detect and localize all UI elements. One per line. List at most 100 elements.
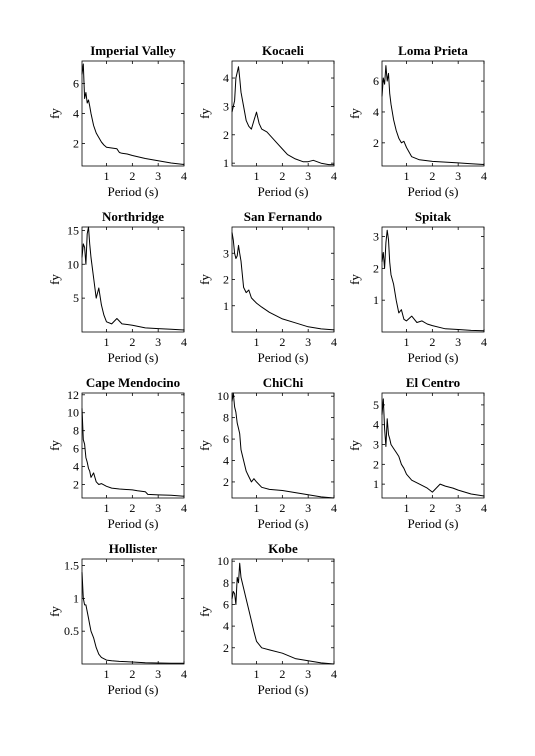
y-tick-label: 4 [223, 454, 229, 468]
x-tick-label: 3 [455, 501, 461, 515]
x-tick-label: 1 [404, 501, 410, 515]
y-axis-label: fy [47, 108, 62, 119]
y-tick-label: 4 [73, 107, 79, 121]
y-axis-label: fy [47, 274, 62, 285]
x-tick-label: 1 [254, 335, 260, 349]
subplot-4: 1 2 3 4 1 2 3 San Fernando Period (s) fy [197, 209, 337, 365]
x-tick-label: 3 [155, 667, 161, 681]
x-tick-label: 4 [181, 501, 187, 515]
x-tick-label: 4 [481, 169, 487, 183]
y-tick-label: 8 [223, 411, 229, 425]
axes-frame [381, 60, 485, 167]
x-tick-label: 2 [129, 667, 135, 681]
series-line [381, 398, 485, 497]
y-axis-label: fy [197, 440, 212, 451]
y-tick-label: 6 [73, 442, 79, 456]
x-tick-label: 3 [455, 169, 461, 183]
subplot-3: 1 2 3 4 5 10 15 Northridge Period (s) fy [47, 209, 187, 365]
x-tick-label: 2 [279, 667, 285, 681]
subplot-1: 1 2 3 4 1 2 3 4 Kocaeli Period (s) fy [197, 43, 337, 199]
y-axis-label: fy [47, 606, 62, 617]
x-tick-label: 4 [181, 667, 187, 681]
x-tick-label: 2 [279, 169, 285, 183]
x-tick-label: 4 [181, 335, 187, 349]
axes-frame [231, 226, 335, 333]
x-axis-label: Period (s) [108, 516, 159, 531]
x-axis-label: Period (s) [258, 516, 309, 531]
axes-frame [81, 558, 185, 665]
x-axis-label: Period (s) [258, 682, 309, 697]
x-axis-label: Period (s) [408, 184, 459, 199]
x-tick-label: 2 [429, 501, 435, 515]
y-axis-label: fy [197, 606, 212, 617]
y-tick-label: 6 [73, 77, 79, 91]
subplot-10: 1 2 3 4 2 4 6 8 10 Kobe Period (s) fy [197, 541, 337, 697]
x-axis-label: Period (s) [258, 350, 309, 365]
y-tick-label: 10 [67, 257, 79, 271]
x-axis-label: Period (s) [108, 682, 159, 697]
y-tick-label: 4 [73, 460, 79, 474]
y-tick-label: 2 [73, 478, 79, 492]
subplot-title: El Centro [406, 375, 460, 390]
x-axis-label: Period (s) [408, 350, 459, 365]
subplot-title: San Fernando [244, 209, 322, 224]
y-tick-label: 2 [223, 273, 229, 287]
x-tick-label: 2 [429, 169, 435, 183]
x-axis-label: Period (s) [408, 516, 459, 531]
series-line [231, 392, 335, 499]
series-line [81, 226, 185, 331]
axes-frame [231, 60, 335, 167]
axes-frame [81, 60, 185, 167]
y-axis-label: fy [347, 108, 362, 119]
x-tick-label: 4 [331, 667, 337, 681]
x-tick-label: 1 [404, 335, 410, 349]
x-tick-label: 3 [155, 169, 161, 183]
y-tick-label: 1 [223, 156, 229, 170]
y-tick-label: 1.5 [64, 559, 79, 573]
subplot-9: 1 2 3 4 0.5 1 1.5 Hollister Period (s) fy [47, 541, 187, 697]
x-tick-label: 3 [155, 501, 161, 515]
axes-frame [81, 226, 185, 333]
y-axis-label: fy [197, 108, 212, 119]
x-tick-label: 1 [254, 169, 260, 183]
y-tick-label: 2 [373, 457, 379, 471]
x-tick-label: 1 [254, 667, 260, 681]
x-tick-label: 3 [305, 501, 311, 515]
y-tick-label: 6 [373, 74, 379, 88]
x-tick-label: 4 [331, 501, 337, 515]
x-tick-label: 4 [331, 169, 337, 183]
axes-frame [381, 226, 485, 333]
subplot-5: 1 2 3 4 1 2 3 Spitak Period (s) fy [347, 209, 487, 365]
axes-frame [231, 558, 335, 665]
subplot-title: Northridge [102, 209, 164, 224]
series-line [231, 66, 334, 166]
x-tick-label: 2 [129, 169, 135, 183]
y-tick-label: 0.5 [64, 624, 79, 638]
x-axis-label: Period (s) [258, 184, 309, 199]
subplot-title: Imperial Valley [90, 43, 176, 58]
y-tick-label: 6 [223, 597, 229, 611]
subplot-2: 1 2 3 4 2 4 6 Loma Prieta Period (s) fy [347, 43, 487, 199]
y-tick-label: 1 [73, 591, 79, 605]
x-axis-label: Period (s) [108, 350, 159, 365]
y-tick-label: 2 [73, 137, 79, 151]
y-tick-label: 5 [373, 398, 379, 412]
subplot-7: 1 2 3 4 2 4 6 8 10 ChiChi Period (s) fy [197, 375, 337, 531]
x-tick-label: 3 [455, 335, 461, 349]
y-tick-label: 10 [217, 554, 229, 568]
x-tick-label: 2 [429, 335, 435, 349]
y-tick-label: 4 [373, 418, 379, 432]
x-tick-label: 1 [404, 169, 410, 183]
axes-frame [231, 392, 335, 499]
y-tick-label: 12 [67, 388, 79, 402]
y-tick-label: 4 [223, 619, 229, 633]
y-axis-label: fy [47, 440, 62, 451]
y-tick-label: 2 [373, 261, 379, 275]
y-axis-label: fy [347, 440, 362, 451]
x-tick-label: 1 [104, 667, 110, 681]
x-tick-label: 1 [104, 501, 110, 515]
y-tick-label: 5 [73, 291, 79, 305]
subplot-title: Spitak [415, 209, 452, 224]
